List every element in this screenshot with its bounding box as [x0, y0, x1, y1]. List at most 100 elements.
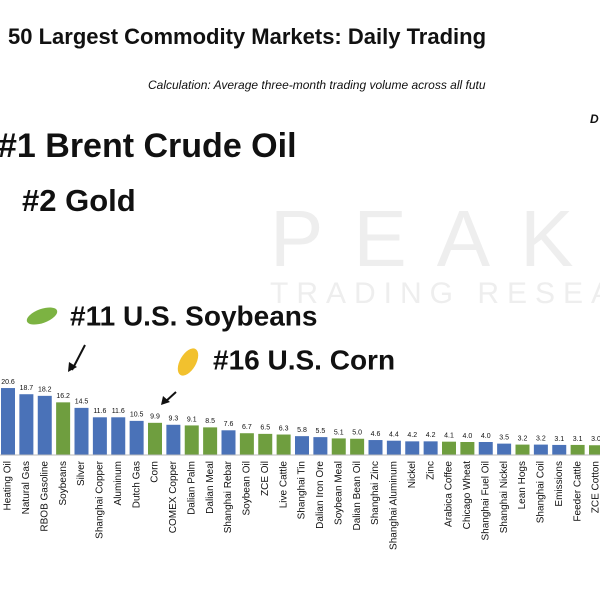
x-tick-label: Soybean Oil	[242, 461, 253, 515]
arrow-head	[161, 396, 170, 405]
subtitle: Calculation: Average three-month trading…	[148, 78, 486, 92]
bar	[166, 424, 181, 455]
value-label: 4.2	[407, 432, 417, 439]
value-label: 4.6	[371, 431, 381, 438]
x-tick-label: Shanghai Zinc	[370, 461, 381, 525]
x-tick-label: Shanghai Aluminum	[389, 461, 400, 550]
bar	[350, 438, 365, 455]
bar	[184, 425, 199, 455]
x-tick-label: Emissions	[554, 461, 565, 507]
x-tick-label: Dalian Palm	[186, 461, 197, 515]
value-label: 5.8	[297, 427, 307, 434]
value-label: 3.0	[591, 436, 600, 443]
x-tick-label: Chicago Wheat	[462, 461, 473, 530]
x-tick-label: Lean Hogs	[517, 461, 528, 509]
x-tick-label: Dalian Iron Ore	[315, 461, 326, 529]
bar	[368, 440, 383, 455]
x-tick-label: Heating Oil	[3, 461, 14, 510]
bar	[148, 422, 162, 455]
x-tick-label: COMEX Copper	[168, 460, 179, 533]
x-tick-label: Dutch Gas	[131, 461, 142, 508]
x-tick-label: Natural Gas	[21, 461, 32, 514]
value-label: 11.6	[93, 408, 106, 415]
x-tick-label: ZCE Oil	[260, 461, 271, 496]
value-label: 4.4	[389, 432, 399, 439]
annotation: #11 U.S. Soybeans	[70, 300, 317, 331]
x-tick-label: Nickel	[407, 461, 418, 488]
value-label: 8.5	[205, 418, 215, 425]
value-label: 6.7	[242, 424, 252, 431]
x-tick-label: Shanghai Nickel	[499, 461, 510, 533]
value-label: 3.1	[573, 436, 583, 443]
bar	[423, 441, 438, 455]
corner-note: D	[590, 112, 599, 126]
bar	[570, 444, 585, 455]
bar	[331, 438, 346, 455]
bar	[276, 434, 291, 455]
value-label: 18.7	[20, 385, 34, 392]
value-label: 5.5	[316, 428, 326, 435]
value-label: 4.0	[463, 433, 473, 440]
value-label: 10.5	[130, 412, 144, 419]
value-label: 3.2	[518, 435, 528, 442]
x-tick-label: Feeder Cattle	[572, 461, 583, 522]
x-tick-label: Zinc	[425, 461, 436, 480]
bar	[56, 402, 71, 455]
watermark: TRADING RESEARC	[270, 277, 600, 310]
x-tick-label: Dalian Bean Oil	[352, 461, 363, 530]
corn-icon	[177, 348, 199, 376]
bar	[221, 430, 236, 455]
chart-title: 50 Largest Commodity Markets: Daily Trad…	[8, 24, 486, 49]
bar	[295, 436, 309, 455]
value-label: 11.6	[112, 408, 125, 415]
value-label: 9.1	[187, 416, 197, 423]
value-label: 5.1	[334, 429, 344, 436]
bar	[497, 443, 512, 455]
x-tick-label: Shanghai Tin	[297, 461, 308, 519]
x-tick-label: Corn	[150, 461, 161, 483]
x-tick-label: Aluminum	[113, 461, 124, 505]
bar	[258, 433, 273, 455]
bar	[442, 441, 456, 455]
bar	[386, 440, 401, 455]
bar	[515, 444, 530, 455]
bar	[37, 395, 52, 455]
x-tick-label: Live Cattle	[278, 461, 289, 509]
value-label: 18.2	[38, 387, 52, 394]
value-label: 6.3	[279, 425, 289, 432]
value-label: 6.5	[260, 425, 270, 432]
x-tick-label: RBOB Gasoline	[39, 461, 50, 532]
soy-icon	[26, 307, 58, 325]
value-label: 4.2	[426, 432, 436, 439]
value-label: 16.2	[56, 393, 70, 400]
bar	[478, 442, 493, 455]
annotation: #2 Gold	[22, 183, 136, 218]
value-label: 4.1	[444, 433, 454, 440]
x-tick-label: Arabica Coffee	[444, 461, 455, 527]
value-label: 3.1	[554, 436, 564, 443]
x-tick-label: Shanghai Copper	[95, 460, 106, 539]
x-tick-label: Shanghai Coil	[536, 461, 547, 523]
value-label: 3.5	[499, 434, 509, 441]
bar	[1, 388, 15, 455]
value-label: 9.9	[150, 414, 160, 421]
x-tick-label: Soybean Meal	[333, 461, 344, 525]
arrow-head	[68, 362, 77, 372]
value-label: 20.6	[1, 379, 15, 386]
annotation: #1 Brent Crude Oil	[0, 127, 297, 165]
bar	[313, 437, 328, 455]
annotation: #16 U.S. Corn	[213, 344, 395, 375]
value-label: 7.6	[224, 421, 234, 428]
value-label: 3.2	[536, 435, 546, 442]
value-label: 5.0	[352, 430, 362, 437]
value-label: 4.0	[481, 433, 491, 440]
bar	[552, 444, 567, 455]
x-tick-label: ZCE Cotton	[591, 461, 600, 513]
value-label: 9.3	[169, 416, 179, 423]
bar	[111, 417, 126, 455]
bar	[239, 433, 254, 455]
bar	[92, 417, 107, 455]
value-label: 14.5	[75, 399, 89, 406]
watermark: PEAK	[270, 194, 600, 283]
